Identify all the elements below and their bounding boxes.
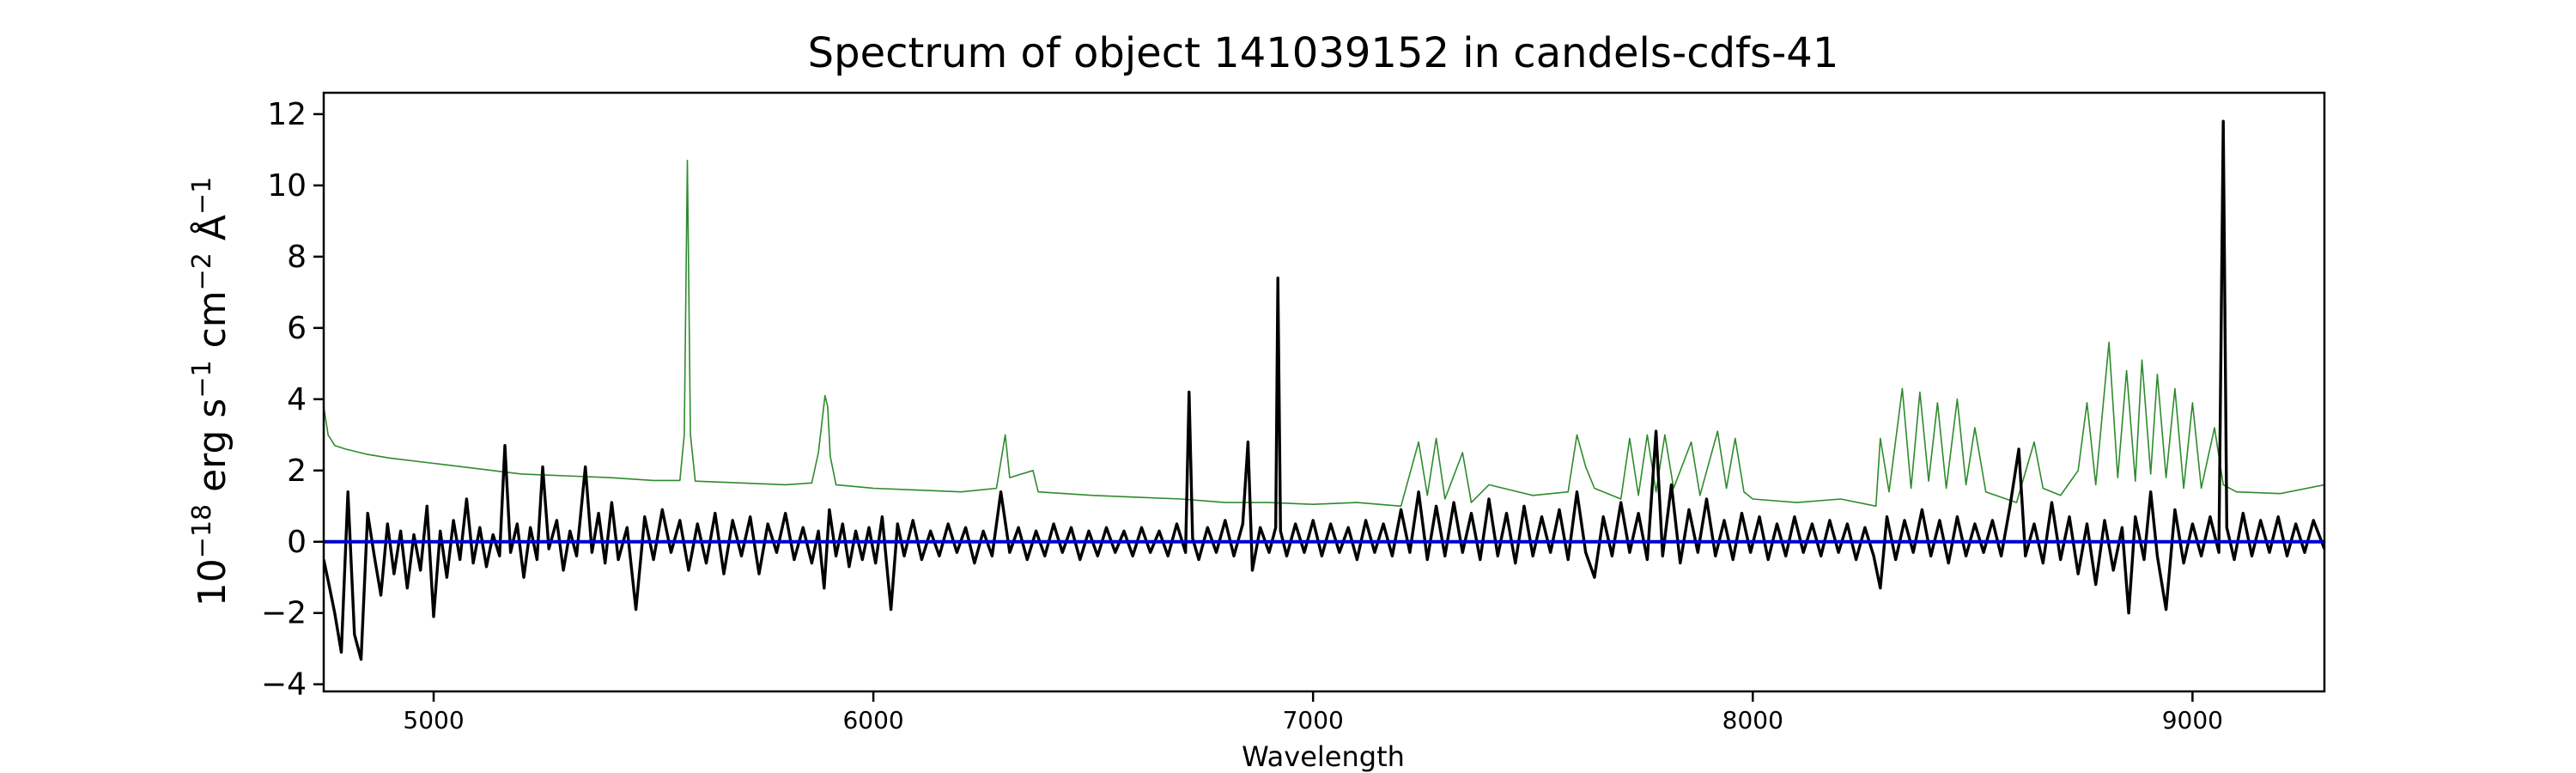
y-tick-label: 6 (287, 311, 307, 346)
y-label-exp-2: −1 (187, 360, 217, 398)
y-label-unit-2: cm (191, 290, 234, 360)
y-label-exp-4: −1 (187, 177, 217, 215)
x-tick-label: 6000 (842, 706, 903, 734)
x-axis-label: Wavelength (1242, 740, 1405, 773)
y-tick-label: 0 (287, 525, 307, 560)
y-label-unit-3: Å (189, 215, 234, 253)
x-tick-label: 5000 (403, 706, 464, 734)
y-tick-label: 12 (267, 97, 307, 132)
series-layer (324, 119, 2324, 661)
noise-line (324, 160, 2324, 508)
y-tick-label: 8 (287, 240, 307, 275)
plot-frame (322, 91, 2326, 693)
x-tick-label: 8000 (1722, 706, 1783, 734)
y-tick-label: 10 (267, 168, 307, 204)
flux-line (324, 119, 2324, 661)
y-label-unit-1: erg s (191, 399, 234, 504)
y-label-exp-3: −2 (187, 253, 217, 290)
y-label-exp-1: −18 (187, 504, 217, 558)
y-tick-label: 4 (287, 382, 307, 417)
y-tick-label: 2 (287, 453, 307, 489)
y-axis-label: 10−18 erg s−1 cm−2 Å−1 (187, 177, 235, 606)
chart-title: Spectrum of object 141039152 in candels-… (808, 29, 1839, 77)
x-tick-label: 7000 (1283, 706, 1344, 734)
y-tick-label: −4 (261, 667, 307, 703)
y-label-base: 10 (191, 558, 234, 606)
y-tick-label: −2 (261, 596, 307, 631)
y-axis: −4 −2 0 2 4 6 8 10 12 (261, 97, 324, 703)
x-tick-label: 9000 (2162, 706, 2223, 734)
x-axis: 5000 6000 7000 8000 9000 (403, 691, 2223, 734)
